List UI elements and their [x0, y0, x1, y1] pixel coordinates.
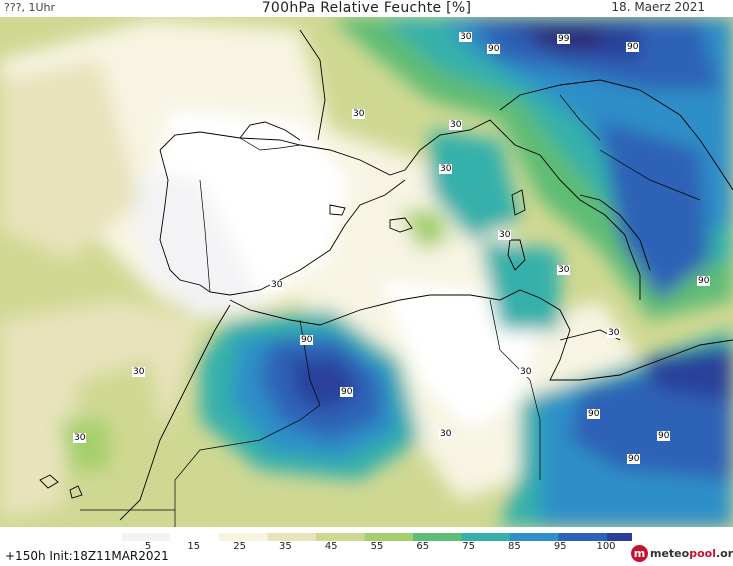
contour-label: 30 [270, 280, 284, 290]
meteopool-logo-text: meteopool.org [650, 547, 733, 560]
colorbar-swatch [510, 533, 559, 541]
meteopool-logo[interactable]: m meteopool.org [631, 545, 733, 562]
humidity-field [0, 17, 733, 527]
colorbar-tick-label: 55 [370, 541, 384, 552]
contour-label: 30 [557, 265, 571, 275]
humidity-map: 30 90 99 90 30 30 30 30 30 30 90 30 90 9… [0, 17, 733, 527]
colorbar-swatch [170, 533, 219, 541]
map-title: 700hPa Relative Feuchte [%] [261, 0, 472, 16]
colorbar-swatch [219, 533, 268, 541]
forecast-time-label: ???, 1Uhr [4, 1, 56, 14]
contour-label: 30 [439, 164, 453, 174]
colorbar-swatch [461, 533, 510, 541]
contour-label: 90 [627, 454, 641, 464]
contour-label: 30 [519, 367, 533, 377]
colorbar-tick-label: 45 [324, 541, 338, 552]
contour-label: 30 [449, 120, 463, 130]
colorbar-tick-label: 95 [553, 541, 567, 552]
contour-label: 30 [459, 32, 473, 42]
contour-label: 30 [498, 230, 512, 240]
colorbar [122, 528, 676, 547]
map-date: 18. Maerz 2021 [611, 0, 705, 14]
colorbar-swatch [364, 533, 413, 541]
colorbar-swatch [316, 533, 365, 541]
contour-label: 30 [607, 328, 621, 338]
colorbar-tick-label: 15 [187, 541, 201, 552]
meteopool-logo-icon: m [631, 545, 648, 562]
colorbar-tick-label: 100 [596, 541, 616, 552]
contour-label: 30 [352, 109, 366, 119]
contour-label: 90 [487, 44, 501, 54]
contour-label: 30 [73, 433, 87, 443]
colorbar-tick-label: 35 [279, 541, 292, 552]
colorbar-tick-label: 75 [462, 541, 475, 552]
contour-label: 90 [697, 276, 711, 286]
contour-label: 90 [626, 42, 640, 52]
colorbar-swatch [267, 533, 316, 541]
colorbar-swatch [607, 533, 656, 541]
contour-label: 90 [340, 387, 354, 397]
contour-label: 99 [557, 34, 571, 44]
colorbar-swatch [122, 533, 171, 541]
colorbar-tick-label: 85 [508, 541, 521, 552]
contour-label: 90 [587, 409, 601, 419]
contour-label: 90 [300, 335, 314, 345]
colorbar-swatch [413, 533, 462, 541]
contour-label: 30 [132, 367, 146, 377]
colorbar-swatch [558, 533, 607, 541]
coastlines [39, 29, 733, 521]
colorbar-tick-label: 5 [144, 541, 152, 552]
forecast-init-label: +150h Init:18Z11MAR2021 [5, 549, 169, 563]
contour-label: 30 [439, 429, 453, 439]
contour-label: 90 [657, 431, 671, 441]
colorbar-swatches [122, 533, 676, 541]
colorbar-tick-label: 25 [233, 541, 246, 552]
colorbar-tick-label: 65 [416, 541, 430, 552]
